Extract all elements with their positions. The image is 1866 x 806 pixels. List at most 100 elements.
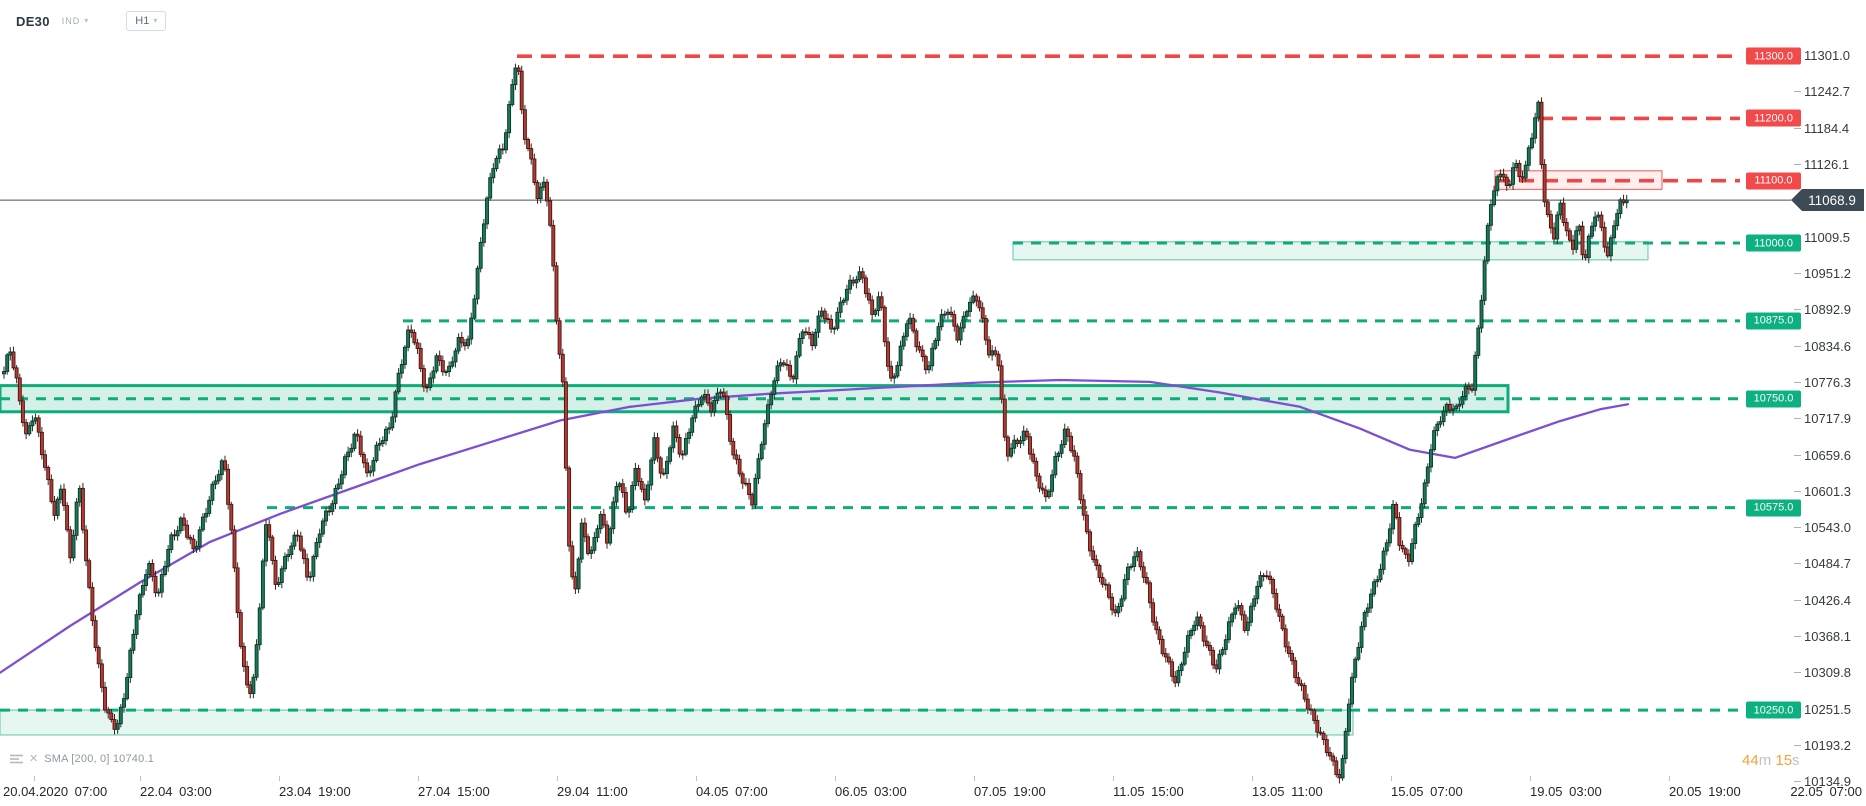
bearish-candle [1277,608,1282,617]
bullish-candle [380,440,385,444]
symbol-label: DE30 [16,13,50,29]
price-level-pill[interactable]: 10750.0 [1746,390,1801,408]
bearish-candle [1545,201,1550,216]
x-axis-tick: 04.05 07:00 [696,784,768,799]
bearish-candle [1173,675,1178,684]
bullish-candle [627,509,632,513]
bearish-candle [46,466,51,481]
bearish-candle [605,524,609,544]
bullish-candle [1612,225,1617,239]
price-level-pill[interactable]: 11000.0 [1746,234,1801,252]
bullish-candle [939,314,944,328]
bullish-candle [964,311,969,317]
bullish-candle [646,484,650,501]
x-axis-tick: 22.05 07:00 [1790,784,1862,799]
bearish-candle [867,293,871,301]
y-axis-tick: 11301.0 [1794,48,1850,63]
bearish-candle [241,645,246,667]
tick-mark [1794,599,1801,601]
bearish-candle [1318,731,1323,734]
bullish-candle [260,560,265,609]
bullish-candle [5,354,10,372]
bearish-candle [1271,579,1276,594]
bearish-candle [743,482,748,485]
bearish-candle [1539,101,1544,165]
bearish-candle [750,494,755,506]
y-axis-tick: 10368.1 [1794,629,1851,644]
tick-value: 10426.4 [1804,592,1851,608]
indicator-settings-icon[interactable] [10,754,23,764]
bullish-candle [813,331,818,347]
bearish-candle [791,375,796,380]
x-axis-tick: 07.05 19:00 [974,784,1046,799]
price-level-pill[interactable]: 11100.0 [1746,172,1801,190]
bullish-candle [292,534,297,547]
bearish-candle [20,400,25,424]
bearish-candle [1504,176,1509,186]
bearish-candle [1239,605,1244,616]
bearish-candle [993,350,998,355]
bearish-candle [36,417,41,433]
bullish-candle [1135,551,1140,558]
tick-mark [1113,776,1114,781]
indicator-close-icon[interactable]: ✕ [29,753,39,765]
bearish-candle [1520,176,1525,179]
bullish-candle [1530,137,1534,149]
bullish-candle [207,499,212,514]
bullish-candle [453,350,458,363]
market-type-dropdown[interactable]: IND ▾ [62,16,89,26]
bearish-candle [1005,436,1010,457]
bearish-candle [421,368,426,388]
bullish-candle [690,417,695,433]
bearish-candle [235,567,240,614]
bearish-candle [784,363,789,366]
bullish-candle [507,104,512,134]
bullish-candle [945,311,950,315]
bearish-candle [1400,544,1405,550]
bearish-candle [1069,435,1074,452]
bullish-candle [27,425,32,435]
bullish-candle [1596,214,1601,218]
tick-mark [418,776,419,781]
bullish-candle [428,377,433,389]
bearish-candle [829,319,834,330]
price-level-pill[interactable]: 11200.0 [1746,109,1801,127]
bearish-candle [248,684,253,694]
bullish-candle [927,365,931,371]
tick-value: 10309.8 [1804,665,1851,681]
bearish-candle [301,549,306,560]
bearish-candle [810,333,815,347]
bullish-candle [797,338,802,357]
bearish-candle [1084,514,1089,533]
price-level-pill[interactable]: 10575.0 [1746,499,1801,517]
y-axis-tick: 10193.2 [1794,737,1851,753]
bearish-candle [870,299,875,315]
timer-seconds: 15 [1775,752,1793,769]
price-level-pill[interactable]: 11300.0 [1746,47,1801,65]
bullish-candle [77,487,82,503]
bullish-candle [1507,183,1512,186]
bearish-candle [1264,575,1269,578]
bearish-candle [1015,439,1020,444]
bullish-candle [402,346,407,365]
bullish-candle [1419,503,1424,518]
price-level-pill[interactable]: 10250.0 [1746,701,1801,719]
bullish-candle [1192,624,1197,632]
bearish-candle [1309,708,1313,711]
bullish-candle [219,460,224,476]
bearish-candle [1088,531,1092,552]
bearish-candle [987,339,991,356]
demand-zone[interactable] [0,709,1354,736]
bearish-candle [661,472,666,475]
tick-value: 10193.2 [1804,737,1851,753]
bullish-candle [665,460,669,474]
bearish-candle [1211,650,1216,666]
timeframe-button[interactable]: H1 ▾ [126,11,167,31]
bearish-candle [1160,638,1165,655]
tick-mark [1391,776,1392,781]
bullish-candle [756,458,761,479]
price-level-pill[interactable]: 10875.0 [1746,312,1801,330]
bearish-candle [1261,575,1266,577]
bullish-candle [961,315,966,329]
